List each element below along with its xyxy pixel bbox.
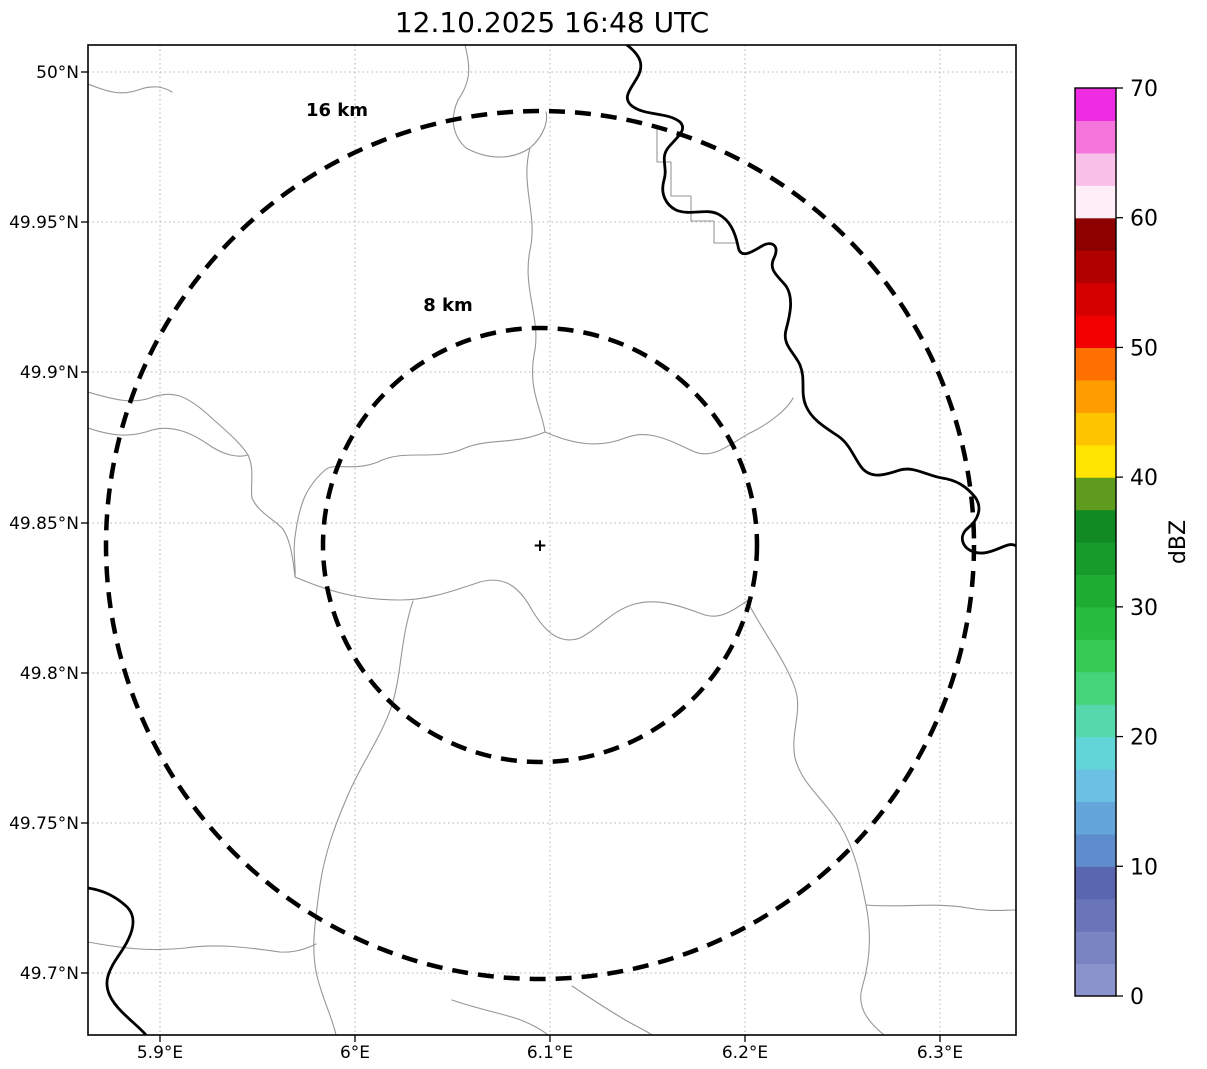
range-ring-16km (103, 108, 977, 982)
range-ring-8km (320, 325, 760, 765)
border-line (865, 904, 1016, 912)
river-lines (88, 45, 1016, 1035)
border-line (294, 576, 748, 641)
y-tick-label: 49.9°N (20, 363, 79, 383)
y-tick-label: 50°N (36, 63, 79, 83)
colorbar-unit-label: dBZ (1166, 520, 1191, 564)
colorbar-band (1075, 88, 1116, 122)
colorbar-band (1075, 444, 1116, 478)
x-tick-label: 6°E (340, 1043, 370, 1063)
colorbar-band (1075, 606, 1116, 640)
range-rings: 16 km 8 km + (103, 100, 977, 982)
range-ring-8km-label: 8 km (423, 295, 473, 316)
colorbar-tick-label: 40 (1130, 466, 1158, 491)
border-line (526, 147, 546, 433)
y-tick-label: 49.75°N (9, 814, 79, 834)
grid (88, 45, 1016, 1035)
plot-frame (87, 44, 1017, 1036)
y-tick-label: 49.85°N (9, 514, 79, 534)
x-tick-label: 5.9°E (137, 1043, 183, 1063)
colorbar-band (1075, 671, 1116, 705)
colorbar-tick-label: 30 (1130, 596, 1158, 621)
colorbar-band (1075, 704, 1116, 738)
border-line (88, 941, 317, 953)
colorbar-tick-label: 0 (1130, 985, 1144, 1010)
y-tick-label: 49.7°N (20, 964, 79, 984)
colorbar-band (1075, 250, 1116, 284)
x-tick-label: 6.2°E (722, 1043, 768, 1063)
colorbar-band (1075, 347, 1116, 381)
border-line (88, 83, 173, 94)
colorbar-band (1075, 509, 1116, 543)
colorbar-band (1075, 315, 1116, 349)
colorbar-band (1075, 379, 1116, 413)
border-line (746, 600, 885, 1035)
colorbar-frame (1074, 87, 1117, 997)
border-line (452, 45, 548, 158)
y-tick-label: 49.8°N (20, 664, 79, 684)
colorbar-band (1075, 185, 1116, 219)
colorbar-band (1075, 120, 1116, 154)
colorbar-band (1075, 931, 1116, 965)
river-line (88, 886, 148, 1035)
colorbar-band (1075, 769, 1116, 803)
border-line (313, 600, 414, 1035)
colorbar-band (1075, 542, 1116, 576)
colorbar-band (1075, 898, 1116, 932)
colorbar-tick-label: 10 (1130, 855, 1158, 880)
colorbar-band (1075, 639, 1116, 673)
border-line (293, 431, 546, 578)
colorbar-band (1075, 574, 1116, 608)
colorbar-bands (1075, 88, 1116, 997)
colorbar-ticks: 0 10 20 30 40 50 60 70 (1116, 77, 1158, 1010)
colorbar-tick-label: 50 (1130, 336, 1158, 361)
border-line (544, 397, 794, 455)
colorbar-band (1075, 152, 1116, 186)
river-line (625, 45, 1016, 555)
y-tick-label: 49.95°N (9, 213, 79, 233)
x-tick-label: 6.3°E (917, 1043, 963, 1063)
range-ring-16km-label: 16 km (306, 100, 368, 121)
colorbar-band (1075, 963, 1116, 997)
colorbar-tick-label: 60 (1130, 207, 1158, 232)
axis-labels: 5.9°E 6°E 6.1°E 6.2°E 6.3°E 50°N 49.95°N 49.9°N… (9, 63, 963, 1063)
colorbar-band (1075, 866, 1116, 900)
colorbar-tick-label: 20 (1130, 726, 1158, 751)
colorbar-tick-label: 70 (1130, 77, 1158, 102)
colorbar-band (1075, 801, 1116, 835)
map-border-lines (88, 45, 1016, 1035)
colorbar-band (1075, 477, 1116, 511)
border-line (656, 127, 737, 244)
page-title: 12.10.2025 16:48 UTC (395, 6, 709, 39)
border-line (88, 427, 249, 457)
border-line (451, 999, 549, 1035)
border-line (88, 391, 296, 578)
border-line (571, 985, 653, 1035)
colorbar-band (1075, 412, 1116, 446)
colorbar-band (1075, 736, 1116, 770)
colorbar-band (1075, 833, 1116, 867)
colorbar-band (1075, 217, 1116, 251)
axis-ticks (81, 71, 941, 1042)
radar-site-marker: + (533, 536, 547, 556)
colorbar-band (1075, 282, 1116, 316)
x-tick-label: 6.1°E (527, 1043, 573, 1063)
